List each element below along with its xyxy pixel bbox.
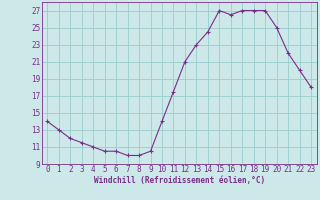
X-axis label: Windchill (Refroidissement éolien,°C): Windchill (Refroidissement éolien,°C) [94,176,265,185]
